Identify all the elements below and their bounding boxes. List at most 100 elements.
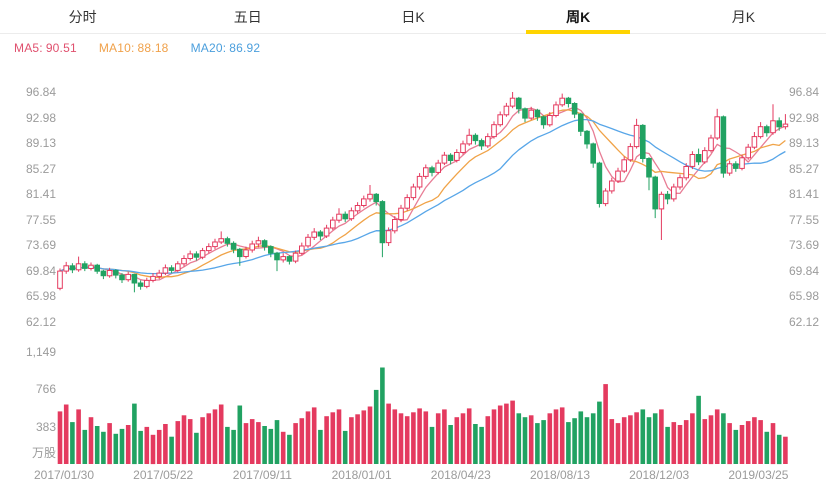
candle-body-down <box>168 267 175 271</box>
price-axis-label-left: 65.98 <box>25 289 56 304</box>
candle-body-down <box>82 263 88 269</box>
candle-body-up <box>615 170 621 182</box>
date-axis-label: 2018/08/13 <box>529 468 591 482</box>
candle-body-up <box>255 240 262 245</box>
volume-bar-up <box>497 405 503 464</box>
tab-monthly-k[interactable]: 月K <box>731 8 756 25</box>
volume-bar-up <box>423 411 429 464</box>
volume-bar-up <box>249 419 255 464</box>
candlestick-volume-chart[interactable] <box>0 60 826 490</box>
volume-bar-down <box>535 423 540 465</box>
volume-bar-down <box>721 413 726 464</box>
candle-body-up <box>528 109 535 119</box>
candle-body-up <box>57 270 63 289</box>
volume-bar-up <box>212 409 218 464</box>
candle-body-down <box>590 143 597 164</box>
volume-bar-up <box>280 431 286 464</box>
candle-body-up <box>212 241 218 248</box>
volume-bar-down <box>268 428 274 464</box>
ma5-readout: MA5: 90.51 <box>14 41 77 55</box>
candle-body-up <box>633 124 640 148</box>
candle-body-up <box>751 136 758 148</box>
volume-bar-up <box>156 429 162 464</box>
volume-bar-down <box>479 426 484 464</box>
candle-body-up <box>714 116 721 139</box>
volume-bar-up <box>702 419 708 464</box>
price-axis-label-left: 92.98 <box>25 110 56 125</box>
volume-bar-up <box>621 417 627 464</box>
price-axis-label-left: 62.12 <box>25 315 56 329</box>
price-axis-label-right: 77.55 <box>789 212 820 227</box>
price-axis-label-right: 96.84 <box>789 85 820 99</box>
candle-body-down <box>522 108 528 119</box>
candle-body-down <box>373 193 379 203</box>
volume-bar-up <box>454 417 460 464</box>
volume-axis-label: 766 <box>35 382 56 396</box>
volume-bar-down <box>225 426 230 464</box>
volume-axis-label: 383 <box>35 420 56 434</box>
candle-body-up <box>485 136 491 147</box>
candle-body-down <box>429 167 435 173</box>
candle-body-up <box>689 154 696 167</box>
volume-bar-up <box>559 407 565 464</box>
price-axis-label-left: 85.27 <box>25 161 56 176</box>
candle-body-up <box>63 265 70 272</box>
ma5-line <box>59 106 786 282</box>
candle-body-down <box>695 154 702 163</box>
candle-body-down <box>776 120 783 128</box>
volume-bar-up <box>491 409 497 464</box>
price-axis-label-right: 89.13 <box>789 136 820 151</box>
volume-bar-up <box>634 412 639 464</box>
tab-intraday[interactable]: 分时 <box>68 8 97 25</box>
volume-bar-up <box>603 384 608 465</box>
candle-body-down <box>274 252 280 261</box>
candle-body-up <box>162 267 169 274</box>
tab-five-day[interactable]: 五日 <box>233 8 262 25</box>
volume-bar-up <box>770 423 776 465</box>
candle-body-down <box>94 264 101 272</box>
volume-bar-down <box>665 426 670 464</box>
candle-body-down <box>534 109 541 118</box>
volume-bar-up <box>485 416 491 464</box>
volume-bar-up <box>411 412 416 464</box>
date-axis-label: 2018/12/03 <box>629 468 690 482</box>
candle-body-up <box>88 264 94 269</box>
period-tabbar: 分时 五日 日K 周K 月K <box>0 0 826 34</box>
candle-body-down <box>720 116 727 174</box>
price-axis-label-right: 65.98 <box>789 289 820 304</box>
candle-body-up <box>367 193 373 200</box>
volume-bar-up <box>311 407 317 464</box>
tab-weekly-k[interactable]: 周K <box>496 0 661 33</box>
volume-bar-up <box>708 415 714 465</box>
candle-body-up <box>460 143 466 154</box>
candle-body-down <box>286 256 293 262</box>
volume-bar-down <box>597 401 602 464</box>
volume-bar-up <box>460 413 466 464</box>
ma10-line <box>59 109 786 279</box>
candle-body-up <box>671 186 677 200</box>
candle-body-up <box>658 193 665 210</box>
volume-bar-down <box>522 417 528 464</box>
candle-body-up <box>757 126 764 138</box>
candle-body-up <box>398 207 404 220</box>
ma10-readout: MA10: 88.18 <box>98 41 169 55</box>
volume-bar-down <box>473 424 478 464</box>
candle-body-up <box>404 197 410 209</box>
volume-bar-down <box>380 367 385 464</box>
tab-daily-k[interactable]: 日K <box>401 8 425 25</box>
volume-bar-up <box>758 420 763 464</box>
date-axis-label: 2018/01/01 <box>331 468 392 482</box>
volume-bar-up <box>324 416 329 464</box>
volume-bar-down <box>119 428 125 464</box>
candle-body-up <box>385 230 392 244</box>
volume-bar-down <box>652 413 658 464</box>
volume-bar-down <box>584 417 590 464</box>
volume-bar-up <box>256 422 261 464</box>
candle-body-up <box>311 231 317 238</box>
volume-bar-down <box>194 432 199 464</box>
candle-body-down <box>646 158 652 178</box>
candle-body-up <box>416 175 423 188</box>
candle-body-up <box>392 219 398 232</box>
volume-bar-up <box>386 403 391 465</box>
volume-bar-up <box>783 436 788 464</box>
